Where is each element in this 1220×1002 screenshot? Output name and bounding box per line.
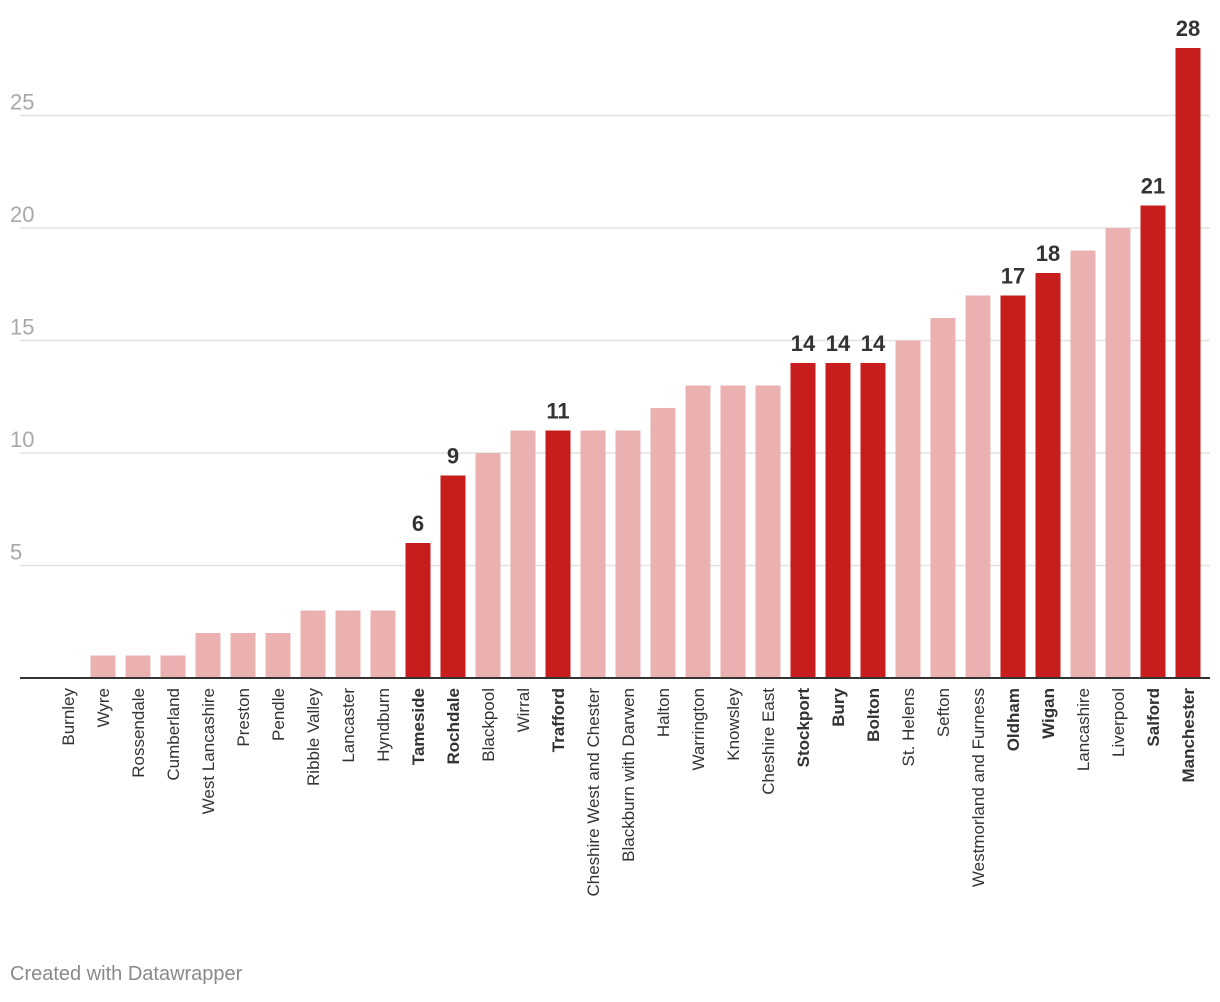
bar-chart: 5 10 15 20 25 6 9 11 14 14 14 17 18 21 28 Burnley Wyre… [10, 16, 1210, 897]
value-label: 11 [546, 399, 569, 424]
x-tick-label: St. Helens [899, 688, 918, 766]
x-tick-label: Wyre [94, 688, 113, 728]
bar [1000, 295, 1026, 678]
bar [1070, 250, 1096, 678]
x-tick-label: Blackpool [479, 688, 498, 762]
x-tick-label: Oldham [1004, 688, 1023, 751]
value-label: 14 [826, 331, 851, 356]
x-tick-label: Pendle [269, 688, 288, 741]
y-tick-label: 5 [10, 540, 22, 565]
value-label: 14 [791, 331, 816, 356]
bar [685, 385, 711, 678]
x-tick-label: Knowsley [724, 688, 743, 761]
y-tick-label: 15 [10, 315, 34, 340]
x-tick-label: Halton [654, 688, 673, 737]
x-tick-label: Cheshire East [759, 688, 778, 795]
bar [230, 633, 256, 678]
x-tick-label: Manchester [1179, 688, 1198, 783]
bar [1140, 205, 1166, 678]
x-tick-label: Liverpool [1109, 688, 1128, 757]
x-tick-label: Rochdale [444, 688, 463, 765]
bar [860, 363, 886, 678]
x-tick-label: Hyndburn [374, 688, 393, 762]
bar [510, 430, 536, 678]
x-tick-label: Cheshire West and Chester [584, 688, 603, 897]
x-tick-label: Burnley [59, 688, 78, 746]
bar [405, 543, 431, 678]
bar [125, 655, 151, 678]
bars [90, 48, 1201, 678]
bar [160, 655, 186, 678]
x-tick-label: Stockport [794, 688, 813, 768]
x-tick-label: Tameside [409, 688, 428, 765]
y-tick-label: 25 [10, 90, 34, 115]
x-tick-label: Bury [829, 687, 848, 726]
bar [720, 385, 746, 678]
value-labels: 6 9 11 14 14 14 17 18 21 28 [412, 16, 1200, 536]
x-tick-label: Lancaster [339, 688, 358, 763]
x-tick-label: Salford [1144, 688, 1163, 747]
value-label: 21 [1141, 174, 1165, 199]
bar [825, 363, 851, 678]
bar [895, 340, 921, 678]
bar [300, 610, 326, 678]
bar [1175, 48, 1201, 678]
bar [370, 610, 396, 678]
bar [615, 430, 641, 678]
bar [265, 633, 291, 678]
x-tick-label: Lancashire [1074, 688, 1093, 771]
value-label: 28 [1176, 16, 1200, 41]
value-label: 14 [861, 331, 886, 356]
bar [440, 475, 466, 678]
x-tick-label: Bolton [864, 688, 883, 742]
x-tick-label: Cumberland [164, 688, 183, 781]
bar [335, 610, 361, 678]
x-tick-label: Wigan [1039, 688, 1058, 739]
credit-text: Created with Datawrapper [10, 963, 243, 985]
value-label: 17 [1001, 264, 1025, 289]
x-tick-label: Trafford [549, 688, 568, 752]
x-tick-label: West Lancashire [199, 688, 218, 814]
bar [965, 295, 991, 678]
bar [930, 318, 956, 678]
gridlines: 5 10 15 20 25 [10, 90, 1210, 567]
value-label: 18 [1036, 241, 1060, 266]
bar [790, 363, 816, 678]
bar [650, 408, 676, 678]
bar [195, 633, 221, 678]
bar [1035, 273, 1061, 678]
x-tick-label: Sefton [934, 688, 953, 737]
bar [475, 453, 501, 678]
x-tick-label: Warrington [689, 688, 708, 771]
bar [90, 655, 116, 678]
x-tick-label: Rossendale [129, 688, 148, 778]
x-tick-label: Westmorland and Furness [969, 688, 988, 887]
y-tick-label: 10 [10, 427, 34, 452]
bar [755, 385, 781, 678]
x-tick-label: Blackburn with Darwen [619, 688, 638, 862]
y-tick-label: 20 [10, 202, 34, 227]
bar [580, 430, 606, 678]
value-label: 9 [447, 444, 459, 469]
bar [1105, 228, 1131, 678]
bar [545, 430, 571, 678]
x-tick-labels: Burnley Wyre Rossendale Cumberland West Lanc… [59, 687, 1198, 896]
x-tick-label: Ribble Valley [304, 688, 323, 786]
value-label: 6 [412, 511, 424, 536]
x-tick-label: Preston [234, 688, 253, 747]
x-tick-label: Wirral [514, 688, 533, 732]
